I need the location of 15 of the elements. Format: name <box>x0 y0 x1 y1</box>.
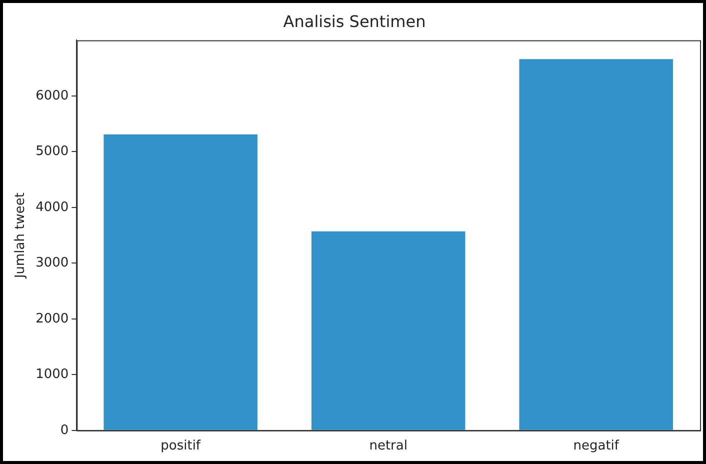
y-tick-label: 1000 <box>36 367 69 382</box>
bar <box>311 231 466 430</box>
x-tick-label: positif <box>160 438 201 454</box>
x-tick-label: negatif <box>573 438 620 454</box>
y-axis-title: Jumlah tweet <box>13 192 28 280</box>
y-tick-label: 2000 <box>36 311 69 326</box>
y-tick-label: 0 <box>60 422 69 438</box>
x-tick-label: netral <box>369 438 408 454</box>
y-tick-label: 5000 <box>36 144 69 160</box>
y-tick-label: 6000 <box>36 88 69 104</box>
y-tick-label: 3000 <box>36 256 69 271</box>
chart-title: Analisis Sentimen <box>283 12 426 31</box>
y-tick-label: 4000 <box>36 200 69 215</box>
bar <box>519 59 673 430</box>
bar <box>104 134 258 430</box>
